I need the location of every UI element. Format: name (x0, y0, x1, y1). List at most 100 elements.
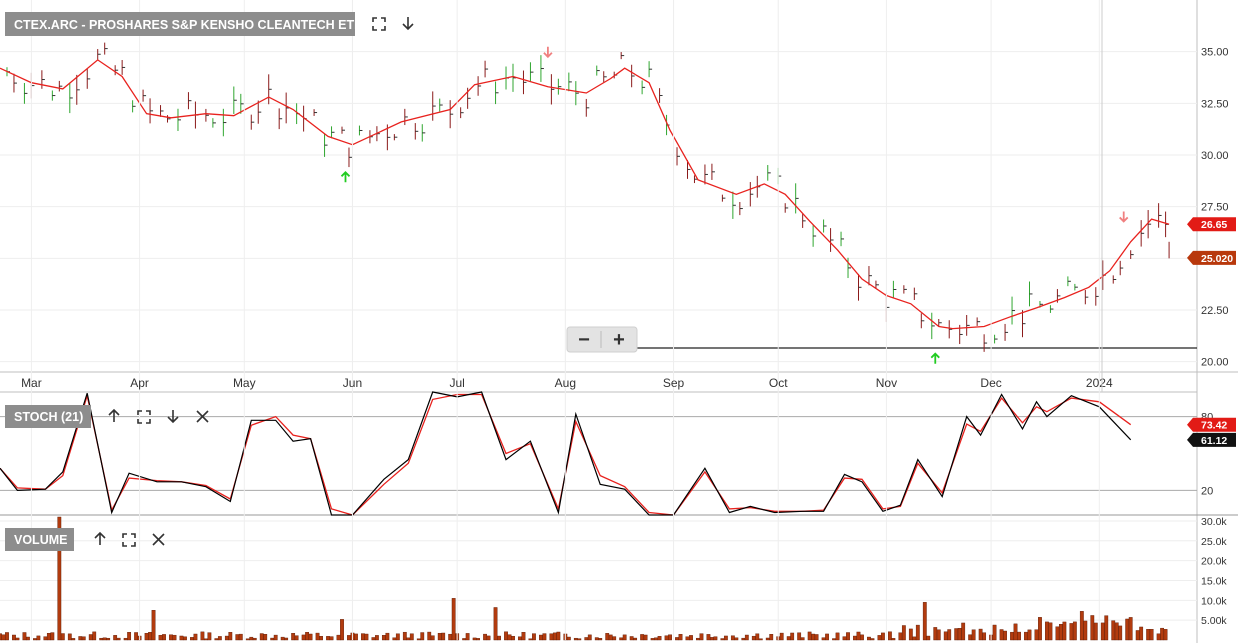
volume-bar (57, 516, 62, 641)
volume-bar (825, 633, 829, 641)
volume-bar (172, 634, 177, 641)
volume-bar (633, 637, 638, 641)
volume-bar (224, 635, 229, 641)
volume-bar (664, 635, 669, 641)
volume-bar (1160, 627, 1165, 641)
volume-bar (835, 632, 840, 641)
volume-bar (532, 633, 536, 641)
volume-bar (612, 636, 617, 641)
stoch-k-tag-label: 61.12 (1201, 435, 1227, 447)
zoom-out-button[interactable]: − (568, 328, 600, 351)
volume-bar (968, 634, 973, 641)
volume-bar (587, 634, 592, 641)
volume-bar (710, 637, 714, 641)
volume-bar (619, 637, 624, 641)
volume-bar (249, 636, 254, 641)
volume-bar (654, 637, 658, 641)
close-icon[interactable] (152, 533, 165, 546)
arrow-up-icon[interactable] (108, 408, 120, 422)
volume-bar (26, 636, 30, 641)
volume-y-tick-label: 5.00k (1201, 615, 1227, 627)
expand-icon[interactable] (372, 17, 386, 31)
volume-bar (1083, 620, 1088, 641)
volume-bar (999, 629, 1004, 641)
x-tick-label: Apr (130, 376, 149, 390)
buy-signal-arrow (930, 352, 940, 364)
x-tick-label: Aug (555, 376, 576, 390)
volume-bar (158, 634, 163, 641)
arrow-down-icon[interactable] (402, 17, 414, 31)
volume-bar (758, 638, 763, 641)
volume-bar (877, 635, 882, 641)
volume-bar (60, 633, 65, 641)
zoom-in-button[interactable]: + (603, 328, 635, 351)
volume-bar (922, 602, 927, 641)
volume-title-tag[interactable]: VOLUME (5, 528, 74, 551)
volume-bar (1003, 630, 1007, 641)
stoch-d-tag-shape (1187, 417, 1236, 432)
x-tick-label: Jun (343, 376, 362, 390)
price-title-tag[interactable]: CTEX.ARC - PROSHARES S&P KENSHO CLEANTEC… (5, 12, 362, 36)
volume-bar (43, 636, 48, 641)
volume-bar (971, 629, 976, 641)
volume-bar (1069, 623, 1074, 641)
volume-bar (36, 635, 41, 641)
price-y-tick-label: 20.00 (1201, 357, 1229, 369)
close-icon[interactable] (196, 410, 209, 423)
volume-bar (392, 637, 397, 641)
volume-bar (416, 638, 421, 641)
volume-bar (99, 637, 104, 641)
volume-bar (395, 633, 400, 641)
volume-bar (832, 638, 836, 641)
volume-bar (915, 624, 920, 641)
stoch-title-tag[interactable]: STOCH (21) (5, 405, 91, 428)
expand-icon[interactable] (137, 410, 151, 424)
volume-bar (5, 632, 9, 641)
volume-bar (741, 637, 746, 641)
volume-bar (542, 633, 547, 641)
volume-y-tick-label: 15.0k (1201, 575, 1227, 587)
volume-bar (860, 634, 864, 641)
price-y-tick-label: 35.00 (1201, 47, 1229, 59)
volume-bar (954, 628, 959, 641)
arrow-down-icon[interactable] (167, 410, 179, 424)
volume-bar (169, 634, 173, 641)
volume-bar (846, 632, 850, 641)
price-y-tick-label: 32.50 (1201, 98, 1229, 110)
volume-bar (518, 636, 522, 641)
volume-bar (385, 632, 390, 641)
volume-bar (734, 637, 739, 641)
volume-bar (1128, 617, 1133, 641)
volume-bar (183, 636, 187, 641)
volume-bar (347, 635, 351, 641)
x-tick-label: Sep (663, 376, 685, 390)
volume-bar (402, 631, 407, 641)
volume-bar (1017, 631, 1021, 641)
volume-bar (1118, 625, 1123, 641)
volume-bar (315, 632, 320, 641)
volume-bar (294, 635, 299, 641)
volume-bar (437, 632, 442, 641)
volume-bar (134, 632, 139, 641)
volume-bar (650, 638, 655, 641)
volume-bar (898, 632, 903, 641)
arrow-up-icon[interactable] (94, 531, 106, 545)
volume-bar (566, 636, 571, 641)
volume-bar (573, 637, 578, 641)
volume-bar (807, 631, 812, 641)
volume-bar (364, 633, 369, 641)
x-tick-label: Nov (876, 376, 897, 390)
volume-bar (608, 634, 613, 641)
volume-bar (106, 637, 111, 641)
volume-bar (594, 637, 599, 641)
moving-average-line (0, 59, 1170, 330)
volume-bar (409, 633, 414, 641)
volume-bar (1058, 624, 1063, 641)
volume-bar (528, 638, 533, 641)
volume-bar (552, 632, 557, 641)
volume-bar (354, 633, 358, 641)
volume-bar (881, 632, 885, 641)
volume-bar (123, 637, 128, 641)
volume-bar (127, 632, 132, 641)
expand-icon[interactable] (122, 533, 136, 547)
